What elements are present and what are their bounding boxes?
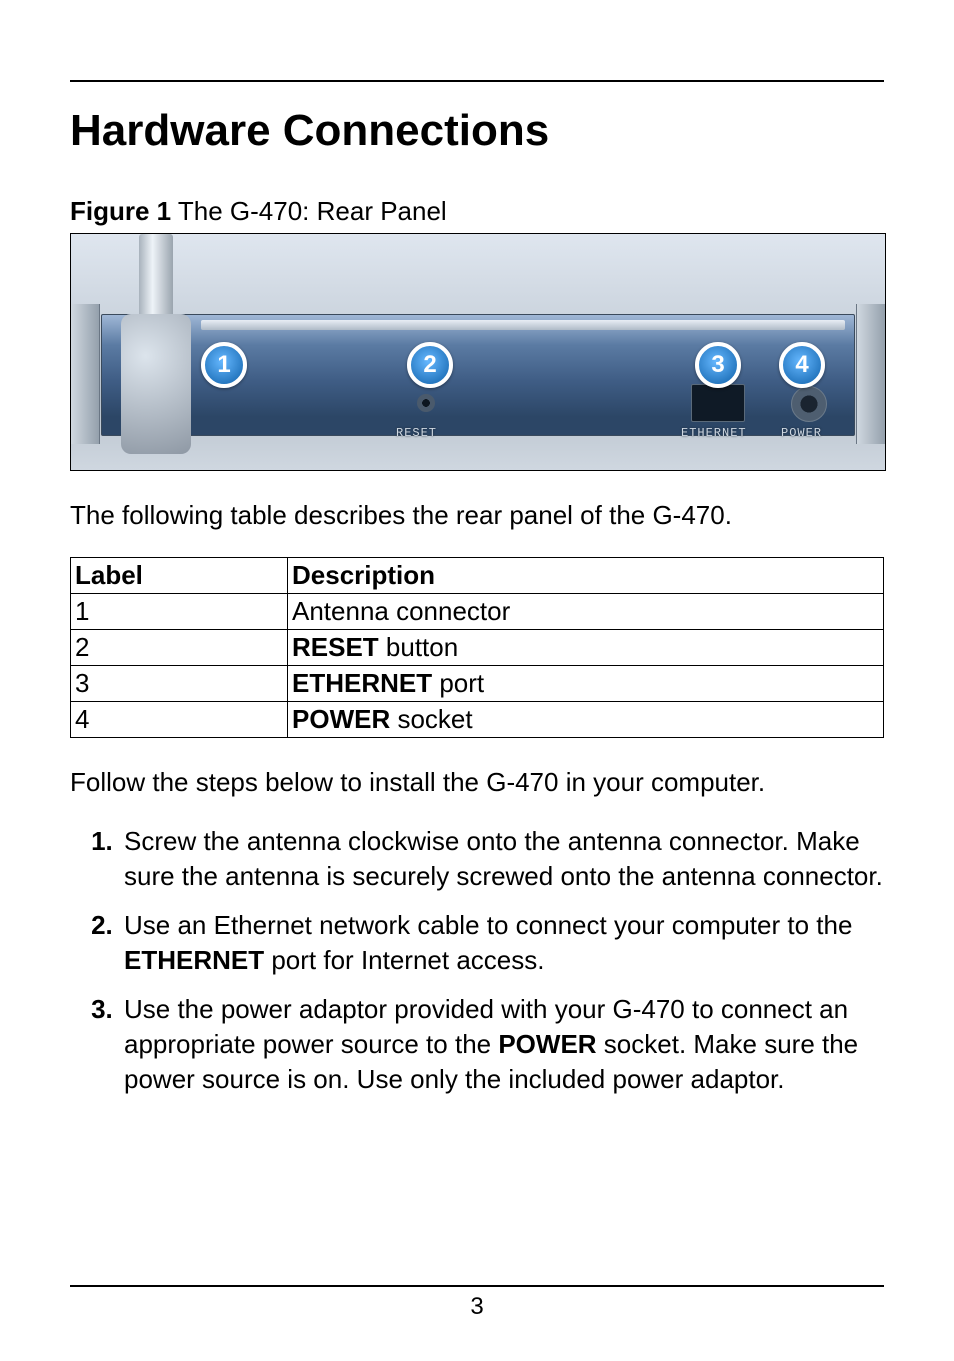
device-side-left <box>71 304 100 444</box>
table-row: 4 POWER socket <box>71 701 884 737</box>
cell-desc: RESET button <box>288 629 884 665</box>
callout-4: 4 <box>779 342 825 388</box>
callout-2: 2 <box>407 342 453 388</box>
label-reset: RESET <box>396 426 437 440</box>
device-rail <box>201 320 845 330</box>
label-power: POWER <box>781 426 822 440</box>
footer-rule <box>70 1285 884 1287</box>
follow-paragraph: Follow the steps below to install the G-… <box>70 766 884 800</box>
cell-label: 4 <box>71 701 288 737</box>
intro-paragraph: The following table describes the rear p… <box>70 499 884 533</box>
th-description: Description <box>288 557 884 593</box>
cell-label: 2 <box>71 629 288 665</box>
cell-desc: POWER socket <box>288 701 884 737</box>
table-row: 1 Antenna connector <box>71 593 884 629</box>
header-rule <box>70 80 884 82</box>
step-item: Use the power adaptor provided with your… <box>120 992 884 1097</box>
figure-caption-lead: Figure 1 <box>70 196 171 226</box>
step-item: Screw the antenna clockwise onto the ant… <box>120 824 884 894</box>
antenna-base <box>121 314 191 454</box>
antenna-connector <box>121 234 191 470</box>
ethernet-port <box>691 384 745 422</box>
page-number: 3 <box>470 1293 483 1320</box>
table-row: 3 ETHERNET port <box>71 665 884 701</box>
antenna-shaft <box>139 234 173 319</box>
document-page: Hardware Connections Figure 1 The G-470:… <box>0 0 954 1361</box>
page-footer: 3 <box>70 1285 884 1321</box>
cell-desc: Antenna connector <box>288 593 884 629</box>
cell-label: 1 <box>71 593 288 629</box>
label-ethernet: ETHERNET <box>681 426 747 440</box>
description-table: Label Description 1 Antenna connector 2 … <box>70 557 884 738</box>
device-side-right <box>856 304 885 444</box>
table-row: 2 RESET button <box>71 629 884 665</box>
cell-label: 3 <box>71 665 288 701</box>
page-title: Hardware Connections <box>70 106 884 156</box>
figure-caption-rest: The G-470: Rear Panel <box>171 196 447 226</box>
power-socket <box>791 386 827 422</box>
callout-1: 1 <box>201 342 247 388</box>
cell-desc: ETHERNET port <box>288 665 884 701</box>
step-item: Use an Ethernet network cable to connect… <box>120 908 884 978</box>
reset-button <box>417 394 435 412</box>
install-steps: Screw the antenna clockwise onto the ant… <box>70 824 884 1098</box>
callout-3: 3 <box>695 342 741 388</box>
table-header-row: Label Description <box>71 557 884 593</box>
th-label: Label <box>71 557 288 593</box>
rear-panel-figure: RESET ETHERNET POWER 1 2 3 4 <box>70 233 886 471</box>
figure-caption: Figure 1 The G-470: Rear Panel <box>70 196 884 227</box>
